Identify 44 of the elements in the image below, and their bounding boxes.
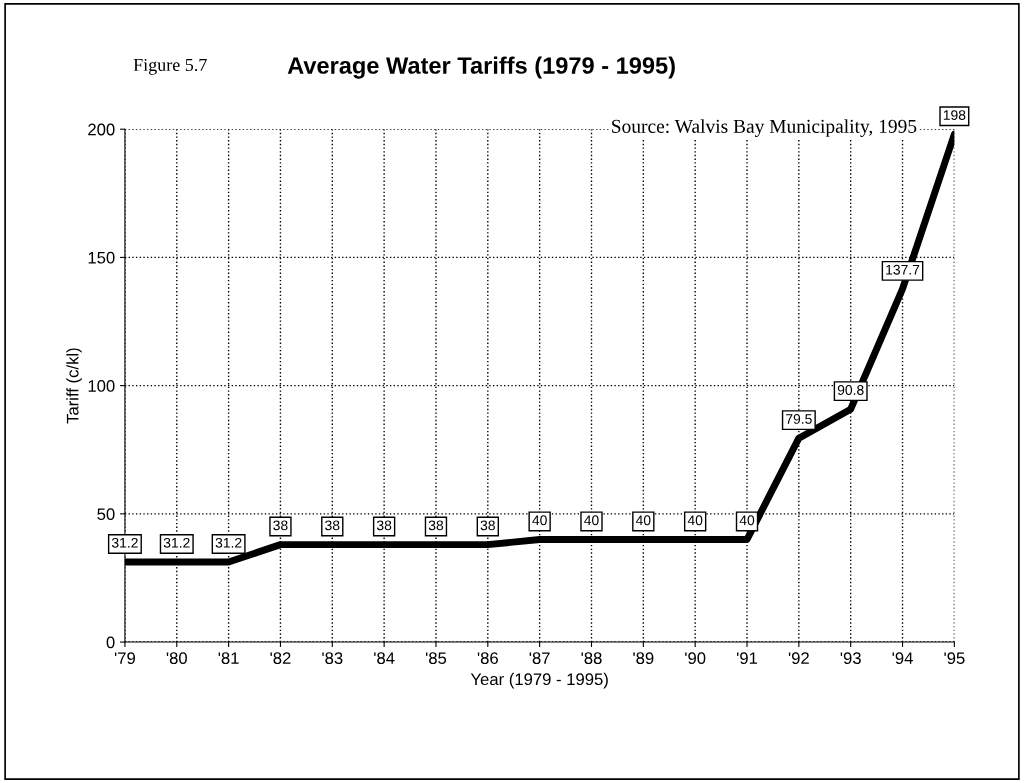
data-label: 31.2 (215, 537, 242, 548)
annotation: Source: Walvis Bay Municipality, 1995 (612, 119, 917, 137)
x-tick-label: '82 (270, 652, 291, 665)
data-label: 38 (428, 520, 444, 531)
data-label: 31.2 (111, 537, 138, 548)
x-tick-label: '91 (736, 652, 758, 665)
y-tick-label: 50 (97, 508, 115, 521)
x-axis-title: Year (1979 - 1995) (470, 672, 608, 689)
x-tick-label: '86 (477, 652, 498, 665)
data-label: 40 (687, 515, 703, 526)
x-tick-label: '87 (529, 652, 550, 665)
x-tick-label: '94 (892, 652, 913, 665)
y-axis-title: Tariff (c/kl) (66, 348, 82, 424)
x-tick-label: '93 (840, 652, 861, 665)
data-label: 90.8 (837, 385, 864, 395)
data-label: 137.7 (886, 264, 920, 275)
x-tick-label: '92 (788, 652, 809, 665)
x-tick-label: '84 (374, 652, 395, 665)
data-label: 198 (943, 110, 966, 120)
data-label: 38 (325, 520, 340, 531)
y-tick-label: 100 (88, 380, 115, 392)
y-tick-label: 150 (88, 251, 115, 264)
x-tick-label: '80 (166, 652, 187, 665)
x-tick-label: '83 (322, 652, 343, 665)
caption: Figure 5.7 (133, 58, 207, 75)
data-label: 38 (480, 520, 495, 531)
data-label: 40 (584, 515, 599, 526)
x-tick-label: '90 (685, 652, 706, 665)
data-label: 79.5 (786, 414, 812, 424)
x-tick-label: '89 (633, 652, 654, 665)
x-tick-label: '88 (581, 652, 602, 665)
chart-title: Average Water Tariffs (1979 - 1995) (287, 56, 675, 79)
data-label: 40 (635, 515, 651, 526)
data-label: 38 (376, 520, 392, 531)
x-tick-label: '85 (425, 652, 447, 665)
y-tick-label: 0 (106, 636, 115, 649)
data-label: 40 (739, 515, 755, 526)
data-label: 40 (532, 515, 547, 526)
data-label: 31.2 (163, 537, 190, 548)
x-tick-label: '79 (114, 652, 135, 665)
y-tick-label: 200 (88, 123, 115, 136)
data-label: 38 (273, 520, 288, 531)
x-tick-label: '95 (944, 652, 965, 665)
x-tick-label: '81 (218, 652, 239, 665)
